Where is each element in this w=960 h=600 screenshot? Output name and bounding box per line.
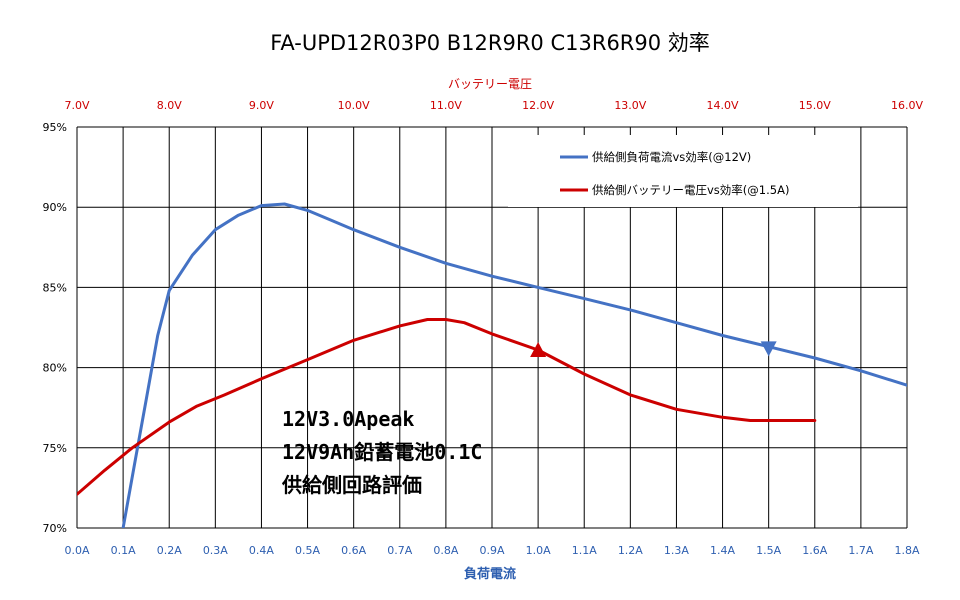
x2-tick-label: 14.0V <box>707 99 739 112</box>
series <box>77 202 907 528</box>
x2-tick-label: 13.0V <box>614 99 646 112</box>
y-tick-label: 70% <box>43 522 67 535</box>
x-tick-label: 0.3A <box>203 544 228 557</box>
x-tick-label: 0.4A <box>249 544 274 557</box>
x-tick-label: 1.7A <box>848 544 873 557</box>
y-tick-label: 80% <box>43 362 67 375</box>
x-tick-label: 0.8A <box>433 544 458 557</box>
x-tick-label: 0.9A <box>479 544 504 557</box>
x-tick-label: 1.5A <box>756 544 781 557</box>
x-tick-label: 1.1A <box>572 544 597 557</box>
y-tick-label: 75% <box>43 442 67 455</box>
x-tick-label: 1.0A <box>526 544 551 557</box>
x-tick-label: 1.3A <box>664 544 689 557</box>
x-tick-label: 0.5A <box>295 544 320 557</box>
x2-tick-label: 12.0V <box>522 99 554 112</box>
legend: 供給側負荷電流vs効率(@12V) 供給側バッテリー電圧vs効率(@1.5A) <box>508 135 858 207</box>
x-tick-label: 1.4A <box>710 544 735 557</box>
tick-labels: 0.0A 0.1A 0.2A 0.3A 0.4A 0.5A 0.6A 0.7A 0.8A 0.9A… <box>43 99 924 557</box>
x2-tick-label: 7.0V <box>64 99 89 112</box>
legend-entry-voltage: 供給側バッテリー電圧vs効率(@1.5A) <box>592 183 789 197</box>
x2-tick-label: 16.0V <box>891 99 923 112</box>
series-line-0 <box>121 202 907 528</box>
x-tick-label: 0.0A <box>64 544 89 557</box>
x-tick-label: 1.6A <box>802 544 827 557</box>
annotation-block: 12V3.0Apeak 12V9Ah鉛蓄電池0.1C 供給側回路評価 <box>281 407 482 497</box>
x2-tick-label: 15.0V <box>799 99 831 112</box>
annotation-line-3: 供給側回路評価 <box>281 473 422 497</box>
top-axis-label: バッテリー電圧 <box>448 77 532 91</box>
legend-entry-current: 供給側負荷電流vs効率(@12V) <box>592 150 751 164</box>
x2-tick-label: 8.0V <box>157 99 182 112</box>
legend-background <box>508 135 858 207</box>
annotation-line-1: 12V3.0Apeak <box>282 407 414 431</box>
x-tick-label: 0.7A <box>387 544 412 557</box>
series-1-marker <box>530 341 547 357</box>
x-tick-label: 0.2A <box>157 544 182 557</box>
series-0-marker <box>760 341 777 357</box>
x2-tick-label: 11.0V <box>430 99 462 112</box>
x-tick-label: 1.8A <box>894 544 919 557</box>
y-tick-label: 85% <box>43 281 67 294</box>
series-line-1 <box>77 318 817 496</box>
x2-tick-label: 9.0V <box>249 99 274 112</box>
bottom-axis-label: 負荷電流 <box>464 566 516 582</box>
y-tick-label: 95% <box>43 121 67 134</box>
x-tick-label: 1.2A <box>618 544 643 557</box>
chart-title: FA-UPD12R03P0 B12R9R0 C13R6R90 効率 <box>270 31 710 55</box>
x2-tick-label: 10.0V <box>338 99 370 112</box>
y-tick-label: 90% <box>43 201 67 214</box>
annotation-line-2: 12V9Ah鉛蓄電池0.1C <box>282 440 482 464</box>
x-tick-label: 0.6A <box>341 544 366 557</box>
x-tick-label: 0.1A <box>111 544 136 557</box>
